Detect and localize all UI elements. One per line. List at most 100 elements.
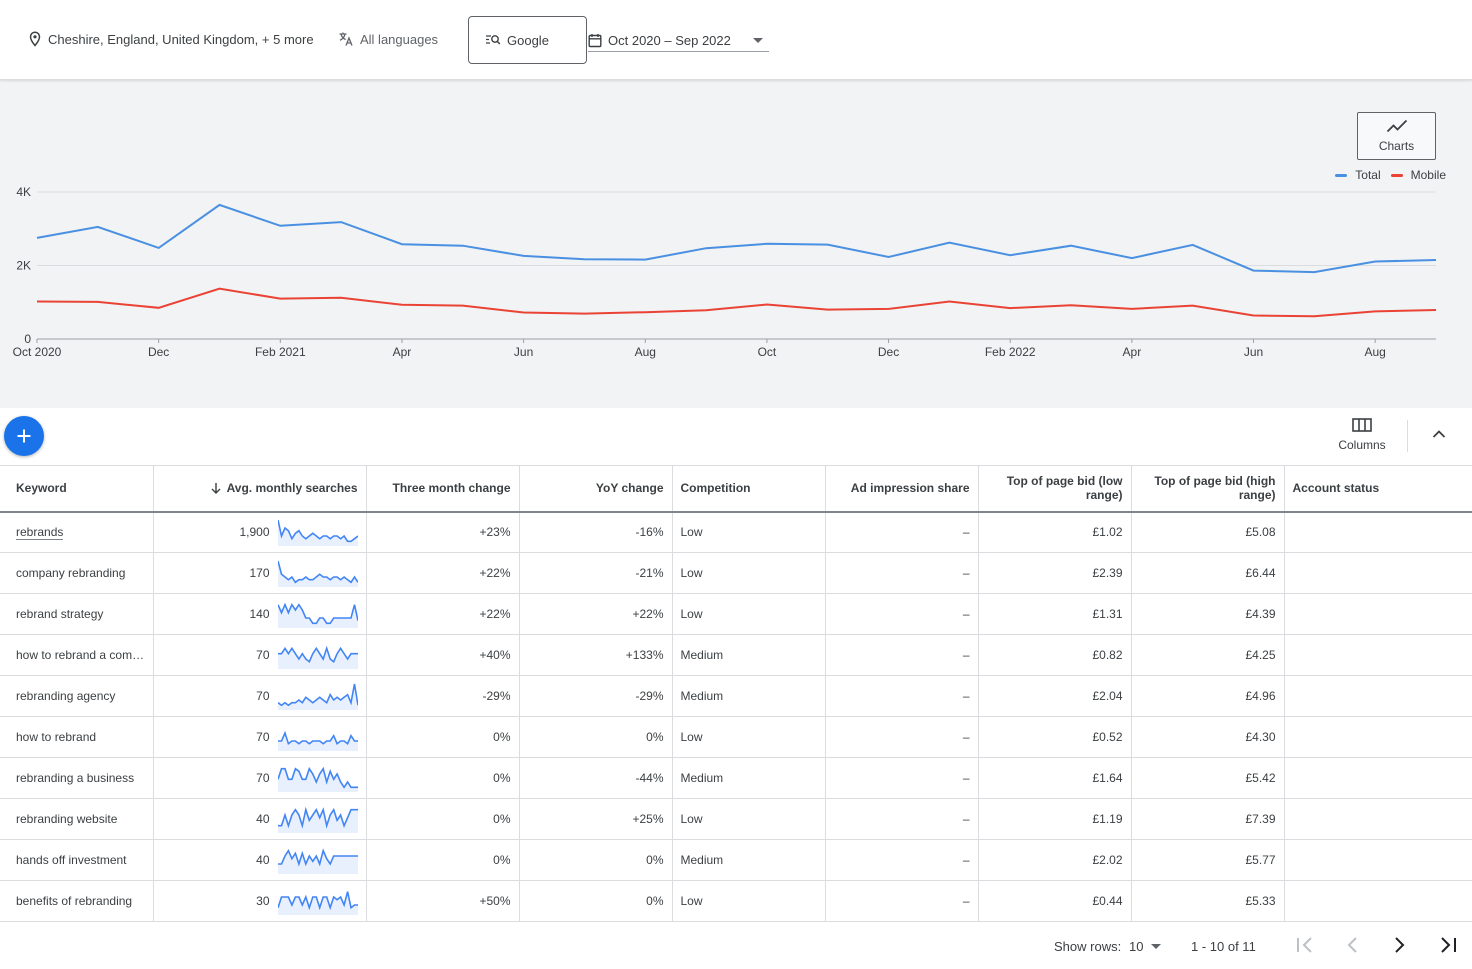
cell-competition: Medium (672, 634, 826, 676)
cell-keyword: rebrand strategy (0, 593, 154, 635)
table-row[interactable]: rebrand strategy 140 +22% +22% Low – £1.31 £4.3… (0, 593, 1472, 635)
sparkline-area (277, 768, 358, 792)
legend-item-mobile[interactable]: Mobile (1390, 168, 1446, 182)
legend-swatch-total (1335, 173, 1348, 177)
x-tick-label: Feb 2021 (255, 345, 306, 359)
header-bid-low[interactable]: Top of page bid (low range) (978, 465, 1132, 513)
show-rows-label: Show rows: (1054, 939, 1122, 954)
x-tick-label: Feb 2022 (985, 345, 1036, 359)
header-yoy-change[interactable]: YoY change (519, 465, 673, 513)
cell-avg-monthly-searches: 70 (153, 757, 367, 799)
pagination-footer: Show rows: 10 1 - 10 of 11 (0, 922, 1472, 969)
avg-searches-value: 40 (256, 812, 270, 826)
keyword-text: rebranding website (16, 812, 118, 826)
trend-sparkline (277, 806, 358, 833)
keyword-text[interactable]: rebrands (16, 525, 64, 541)
trend-sparkline (277, 560, 358, 587)
legend-item-total[interactable]: Total (1335, 168, 1381, 182)
cell-bid-low: £1.64 (978, 757, 1132, 799)
header-account-status[interactable]: Account status (1284, 465, 1472, 513)
next-page-icon[interactable] (1393, 935, 1407, 955)
cell-ad-impression-share: – (825, 634, 979, 676)
date-range-picker[interactable]: Oct 2020 – Sep 2022 (588, 30, 769, 52)
charts-button[interactable]: Charts (1357, 112, 1436, 160)
cell-avg-monthly-searches: 40 (153, 798, 367, 840)
cell-bid-low: £1.02 (978, 511, 1132, 553)
cell-account-status (1284, 880, 1472, 922)
table-row[interactable]: rebranding a business 70 0% -44% Medium – £1.6… (0, 757, 1472, 799)
line-chart-icon (1386, 119, 1407, 133)
cell-bid-high: £5.33 (1131, 880, 1285, 922)
plus-icon (17, 429, 31, 443)
cell-avg-monthly-searches: 70 (153, 634, 367, 676)
collapse-button[interactable] (1432, 426, 1446, 444)
previous-page-icon[interactable] (1345, 935, 1359, 955)
legend-swatch-mobile (1390, 173, 1403, 177)
cell-yoy-change: -16% (519, 511, 673, 553)
table-row[interactable]: rebranding agency 70 -29% -29% Medium – £2.04 £… (0, 675, 1472, 717)
search-network-icon (486, 35, 501, 45)
cell-account-status (1284, 798, 1472, 840)
cell-keyword: company rebranding (0, 552, 154, 594)
table-row[interactable]: company rebranding 170 +22% -21% Low – £2.39 £6… (0, 552, 1472, 594)
location-filter[interactable]: Cheshire, England, United Kingdom, + 5 m… (28, 31, 314, 47)
table-row[interactable]: rebrands 1,900 +23% -16% Low – £1.02 £5.08 (0, 511, 1472, 553)
header-three-month-change[interactable]: Three month change (366, 465, 520, 513)
y-tick-label: 2K (16, 259, 31, 273)
cell-bid-low: £2.02 (978, 839, 1132, 881)
chevron-down-icon[interactable] (1151, 944, 1161, 949)
rows-per-page-select[interactable]: 10 (1129, 939, 1144, 954)
last-page-icon[interactable] (1439, 935, 1457, 955)
cell-keyword: rebranding website (0, 798, 154, 840)
x-tick-label: Oct 2020 (13, 345, 62, 359)
cell-keyword: rebrands (0, 511, 154, 553)
x-tick-label: Apr (393, 345, 412, 359)
table-row[interactable]: hands off investment 40 0% 0% Medium – £2.02 £5… (0, 839, 1472, 881)
keyword-table: Keyword Avg. monthly searches Three mont… (0, 465, 1472, 922)
search-network-filter[interactable]: Google (468, 16, 587, 64)
table-row[interactable]: how to rebrand 70 0% 0% Low – £0.52 £4.30 (0, 716, 1472, 758)
cell-avg-monthly-searches: 70 (153, 675, 367, 717)
cell-avg-monthly-searches: 30 (153, 880, 367, 922)
table-row[interactable]: how to rebrand a com… 70 +40% +133% Medium – £… (0, 634, 1472, 676)
cell-account-status (1284, 716, 1472, 758)
cell-three-month-change: +23% (366, 511, 520, 553)
cell-competition: Low (672, 593, 826, 635)
cell-bid-high: £5.08 (1131, 511, 1285, 553)
table-row[interactable]: benefits of rebranding 30 +50% 0% Low – £0.44 £… (0, 880, 1472, 922)
trend-sparkline (277, 766, 358, 792)
language-filter[interactable]: All languages (338, 31, 438, 47)
cell-competition: Low (672, 716, 826, 758)
header-ad-impression-share[interactable]: Ad impression share (825, 465, 979, 513)
cell-bid-low: £0.82 (978, 634, 1132, 676)
keyword-text: how to rebrand a com… (16, 648, 145, 662)
cell-bid-high: £4.96 (1131, 675, 1285, 717)
keyword-text: benefits of rebranding (16, 894, 133, 908)
cell-three-month-change: +22% (366, 552, 520, 594)
cell-bid-high: £4.30 (1131, 716, 1285, 758)
cell-yoy-change: +133% (519, 634, 673, 676)
keyword-text: company rebranding (16, 566, 126, 580)
cell-account-status (1284, 511, 1472, 553)
header-competition[interactable]: Competition (672, 465, 826, 513)
cell-competition: Medium (672, 757, 826, 799)
header-bid-high[interactable]: Top of page bid (high range) (1131, 465, 1285, 513)
cell-competition: Low (672, 552, 826, 594)
cell-yoy-change: -29% (519, 675, 673, 717)
first-page-icon[interactable] (1296, 935, 1314, 955)
columns-icon (1352, 418, 1372, 432)
cell-keyword: hands off investment (0, 839, 154, 881)
cell-ad-impression-share: – (825, 839, 979, 881)
cell-ad-impression-share: – (825, 757, 979, 799)
cell-keyword: how to rebrand a com… (0, 634, 154, 676)
legend-label-mobile: Mobile (1410, 168, 1446, 182)
cell-keyword: benefits of rebranding (0, 880, 154, 922)
table-row[interactable]: rebranding website 40 0% +25% Low – £1.19 £7.39 (0, 798, 1472, 840)
cell-competition: Medium (672, 839, 826, 881)
add-keyword-button[interactable] (4, 416, 44, 456)
columns-button[interactable]: Columns (1330, 418, 1394, 452)
search-trend-chart: 0 2K 4K Oct 2020 Dec Feb 2021 Apr Jun Aug Oct Dec F… (13, 185, 1437, 359)
header-avg-monthly-searches[interactable]: Avg. monthly searches (153, 465, 367, 513)
header-keyword[interactable]: Keyword (0, 465, 154, 513)
cell-bid-high: £5.42 (1131, 757, 1285, 799)
